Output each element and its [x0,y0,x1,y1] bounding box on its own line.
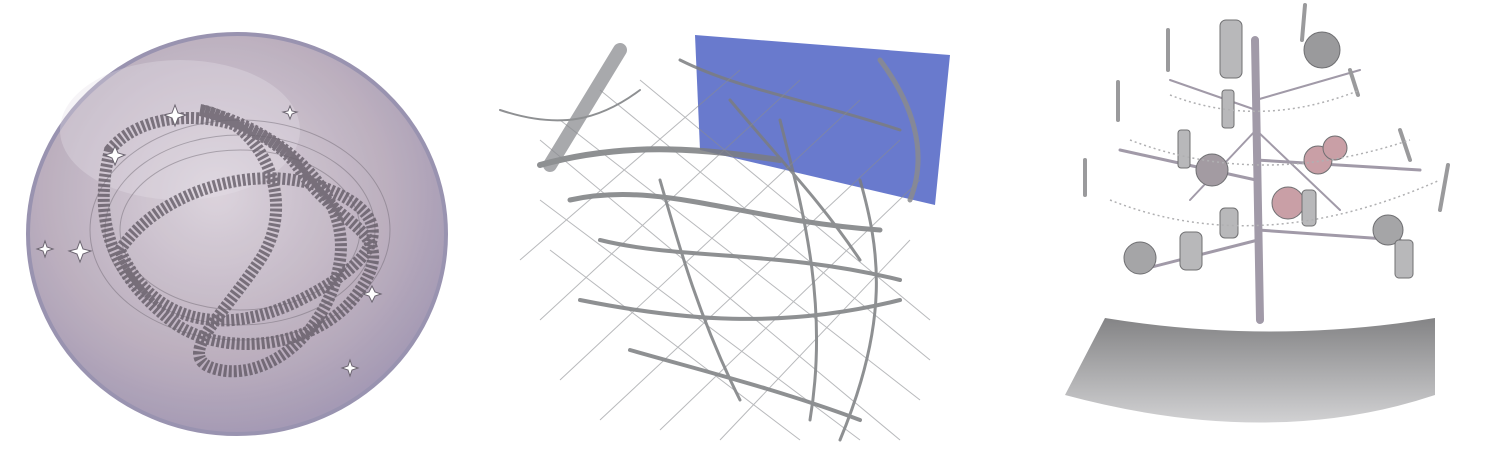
sphere-render-image [26,32,448,436]
curved-base [1065,318,1435,423]
star-markers [35,103,383,378]
vessels-render-panel [480,0,980,467]
tree-trunk-and-branches [1118,36,1422,324]
blue-tissue-block [695,35,950,205]
translucent-sphere [26,32,448,436]
ornament-spheres [1123,31,1404,275]
vessels-render-image [499,35,950,442]
ornament-candles [1083,3,1450,212]
sphere-render-panel [0,0,470,467]
vessel-branches [499,43,921,442]
ornament-figurines [1177,19,1414,279]
tree-render-image [1065,3,1450,423]
vessel-fine-mesh [519,69,931,441]
sphere-highlight [60,60,300,200]
knotted-tube [97,104,379,378]
knotted-tube-rings [89,119,391,341]
garland-dots [1109,89,1441,227]
tree-render-panel [1040,0,1480,467]
